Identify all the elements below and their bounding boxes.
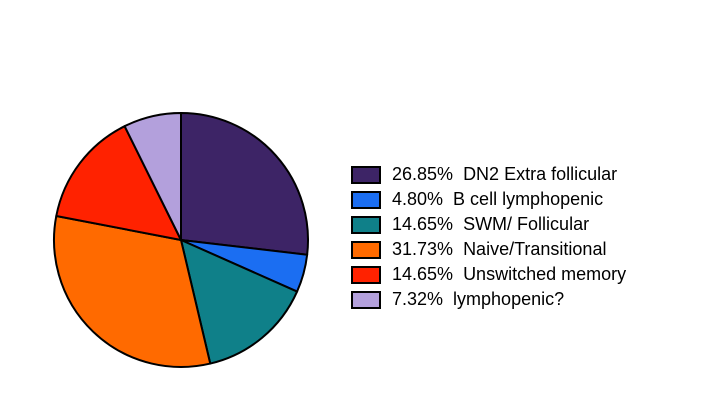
legend-swatch [351,291,381,309]
pie-slice [180,239,299,365]
legend-swatch [351,266,381,284]
pie-slice [180,112,309,256]
legend-value: 7.32% [392,289,443,309]
legend-label: SWM/ Follicular [463,214,589,234]
legend-value: 26.85% [392,164,453,184]
legend-value: 14.65% [392,264,453,284]
legend-label: lymphopenic? [453,289,564,309]
legend-label: Naive/Transitional [463,239,606,259]
legend-label: DN2 Extra follicular [463,164,617,184]
legend-swatch [351,166,381,184]
pie-slice [55,125,182,241]
pie-slice [53,214,212,368]
legend-value: 14.65% [392,214,453,234]
legend-swatch [351,241,381,259]
legend-swatch [351,216,381,234]
legend-value: 31.73% [392,239,453,259]
legend-label: Unswitched memory [463,264,626,284]
pie-slice [123,112,182,241]
legend-value: 4.80% [392,189,443,209]
legend-label: B cell lymphopenic [453,189,603,209]
legend-swatch [351,191,381,209]
